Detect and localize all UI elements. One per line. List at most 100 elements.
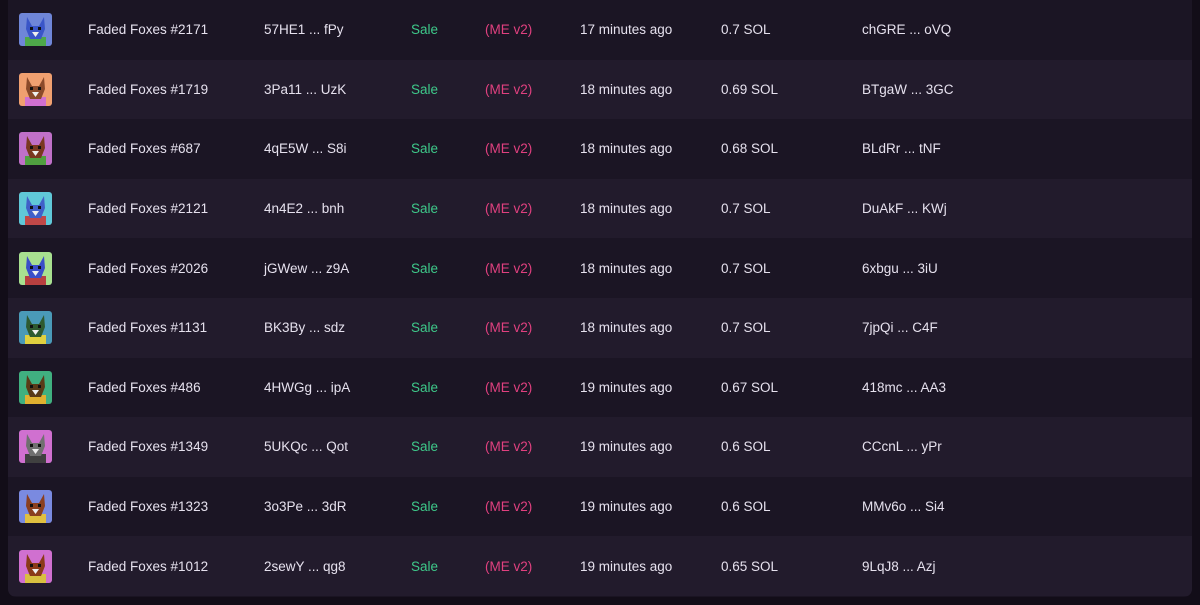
transaction-type: Sale: [411, 81, 439, 97]
buyer-address-link[interactable]: CCcnL ... yPr: [862, 439, 942, 455]
transaction-type: Sale: [411, 22, 439, 38]
fox-avatar-icon: [19, 251, 52, 285]
buyer-address-link[interactable]: 7jpQi ... C4F: [862, 320, 938, 336]
table-row[interactable]: Faded Foxes #1131 BK3By ... sdz Sale (ME…: [8, 297, 1192, 358]
timestamp: 19 minutes ago: [580, 558, 673, 574]
sale-price: 0.67 SOL: [721, 379, 779, 395]
buyer-address-link[interactable]: 9LqJ8 ... Azj: [862, 558, 936, 574]
buyer-address-link[interactable]: BTgaW ... 3GC: [862, 81, 954, 97]
fox-avatar-icon: [19, 549, 52, 583]
nft-thumbnail[interactable]: [19, 192, 52, 226]
nft-thumbnail[interactable]: [19, 251, 52, 285]
nft-name[interactable]: Faded Foxes #2171: [88, 22, 209, 38]
table-body: Faded Foxes #2171 57HE1 ... fPy Sale (ME…: [8, 0, 1192, 596]
nft-name[interactable]: Faded Foxes #1719: [88, 81, 209, 97]
timestamp: 19 minutes ago: [580, 439, 673, 455]
sale-price: 0.65 SOL: [721, 558, 779, 574]
marketplace-label: (ME v2): [485, 320, 533, 336]
buyer-address-link[interactable]: chGRE ... oVQ: [862, 22, 952, 38]
transaction-type: Sale: [411, 558, 439, 574]
mint-address-link[interactable]: 3Pa11 ... UzK: [264, 81, 347, 97]
marketplace-label: (ME v2): [485, 379, 533, 395]
sale-price: 0.68 SOL: [721, 141, 779, 157]
nft-thumbnail[interactable]: [19, 490, 52, 524]
transaction-type: Sale: [411, 260, 439, 276]
buyer-address-link[interactable]: BLdRr ... tNF: [862, 141, 941, 157]
nft-name[interactable]: Faded Foxes #1131: [88, 320, 208, 336]
sale-price: 0.7 SOL: [721, 320, 771, 336]
fox-avatar-icon: [19, 430, 52, 464]
sale-price: 0.6 SOL: [721, 439, 771, 455]
transaction-type: Sale: [411, 499, 439, 515]
mint-address-link[interactable]: 2sewY ... qg8: [264, 558, 346, 574]
fox-avatar-icon: [19, 132, 52, 166]
timestamp: 18 minutes ago: [580, 81, 673, 97]
table-row[interactable]: Faded Foxes #2171 57HE1 ... fPy Sale (ME…: [8, 0, 1192, 60]
transaction-type: Sale: [411, 439, 439, 455]
transaction-type: Sale: [411, 320, 439, 336]
sale-price: 0.7 SOL: [721, 201, 771, 217]
timestamp: 18 minutes ago: [580, 141, 673, 157]
nft-thumbnail[interactable]: [19, 132, 52, 166]
mint-address-link[interactable]: 4HWGg ... ipA: [264, 379, 351, 395]
sale-price: 0.7 SOL: [721, 260, 771, 276]
buyer-address-link[interactable]: MMv6o ... Si4: [862, 499, 945, 515]
sales-activity-table: Faded Foxes #2171 57HE1 ... fPy Sale (ME…: [8, 0, 1192, 597]
buyer-address-link[interactable]: 6xbgu ... 3iU: [862, 260, 938, 276]
nft-name[interactable]: Faded Foxes #687: [88, 141, 201, 157]
fox-avatar-icon: [19, 490, 52, 524]
timestamp: 17 minutes ago: [580, 22, 673, 38]
table-row[interactable]: Faded Foxes #1349 5UKQc ... Qot Sale (ME…: [8, 417, 1192, 477]
nft-name[interactable]: Faded Foxes #486: [88, 379, 201, 395]
nft-thumbnail[interactable]: [19, 430, 52, 464]
marketplace-label: (ME v2): [485, 22, 533, 38]
table-row[interactable]: Faded Foxes #2026 jGWew ... z9A Sale (ME…: [8, 238, 1192, 298]
sale-price: 0.6 SOL: [721, 499, 771, 515]
marketplace-label: (ME v2): [485, 141, 533, 157]
nft-thumbnail[interactable]: [19, 370, 52, 404]
buyer-address-link[interactable]: 418mc ... AA3: [862, 379, 947, 395]
nft-thumbnail[interactable]: [19, 72, 52, 106]
mint-address-link[interactable]: 57HE1 ... fPy: [264, 22, 344, 38]
nft-name[interactable]: Faded Foxes #1012: [88, 558, 209, 574]
buyer-address-link[interactable]: DuAkF ... KWj: [862, 201, 947, 217]
fox-avatar-icon: [19, 311, 52, 345]
fox-avatar-icon: [19, 192, 52, 226]
sale-price: 0.7 SOL: [721, 22, 771, 38]
mint-address-link[interactable]: BK3By ... sdz: [264, 320, 346, 336]
timestamp: 18 minutes ago: [580, 260, 673, 276]
nft-thumbnail[interactable]: [19, 549, 52, 583]
table-row[interactable]: Faded Foxes #1323 3o3Pe ... 3dR Sale (ME…: [8, 476, 1192, 537]
nft-name[interactable]: Faded Foxes #2121: [88, 201, 209, 217]
marketplace-label: (ME v2): [485, 260, 533, 276]
nft-thumbnail[interactable]: [19, 13, 52, 47]
transaction-type: Sale: [411, 201, 439, 217]
mint-address-link[interactable]: 4qE5W ... S8i: [264, 141, 347, 157]
nft-name[interactable]: Faded Foxes #1323: [88, 499, 209, 515]
mint-address-link[interactable]: 5UKQc ... Qot: [264, 439, 349, 455]
mint-address-link[interactable]: jGWew ... z9A: [264, 260, 350, 276]
transaction-type: Sale: [411, 141, 439, 157]
table-row[interactable]: Faded Foxes #1012 2sewY ... qg8 Sale (ME…: [8, 536, 1192, 596]
marketplace-label: (ME v2): [485, 81, 533, 97]
transaction-type: Sale: [411, 379, 439, 395]
marketplace-label: (ME v2): [485, 201, 533, 217]
nft-name[interactable]: Faded Foxes #1349: [88, 439, 209, 455]
timestamp: 19 minutes ago: [580, 379, 673, 395]
table-row[interactable]: Faded Foxes #486 4HWGg ... ipA Sale (ME …: [8, 357, 1192, 418]
marketplace-label: (ME v2): [485, 558, 533, 574]
timestamp: 19 minutes ago: [580, 499, 673, 515]
nft-name[interactable]: Faded Foxes #2026: [88, 260, 209, 276]
fox-avatar-icon: [19, 13, 52, 47]
mint-address-link[interactable]: 3o3Pe ... 3dR: [264, 499, 347, 515]
marketplace-label: (ME v2): [485, 499, 533, 515]
nft-thumbnail[interactable]: [19, 311, 52, 345]
table-row[interactable]: Faded Foxes #2121 4n4E2 ... bnh Sale (ME…: [8, 178, 1192, 239]
sale-price: 0.69 SOL: [721, 81, 779, 97]
table-row[interactable]: Faded Foxes #1719 3Pa11 ... UzK Sale (ME…: [8, 59, 1192, 120]
mint-address-link[interactable]: 4n4E2 ... bnh: [264, 201, 345, 217]
table-row[interactable]: Faded Foxes #687 4qE5W ... S8i Sale (ME …: [8, 119, 1192, 179]
marketplace-label: (ME v2): [485, 439, 533, 455]
timestamp: 18 minutes ago: [580, 201, 673, 217]
fox-avatar-icon: [19, 72, 52, 106]
